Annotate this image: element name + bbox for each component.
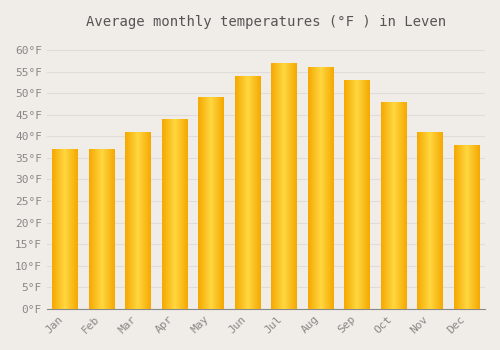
Title: Average monthly temperatures (°F ) in Leven: Average monthly temperatures (°F ) in Le…: [86, 15, 446, 29]
